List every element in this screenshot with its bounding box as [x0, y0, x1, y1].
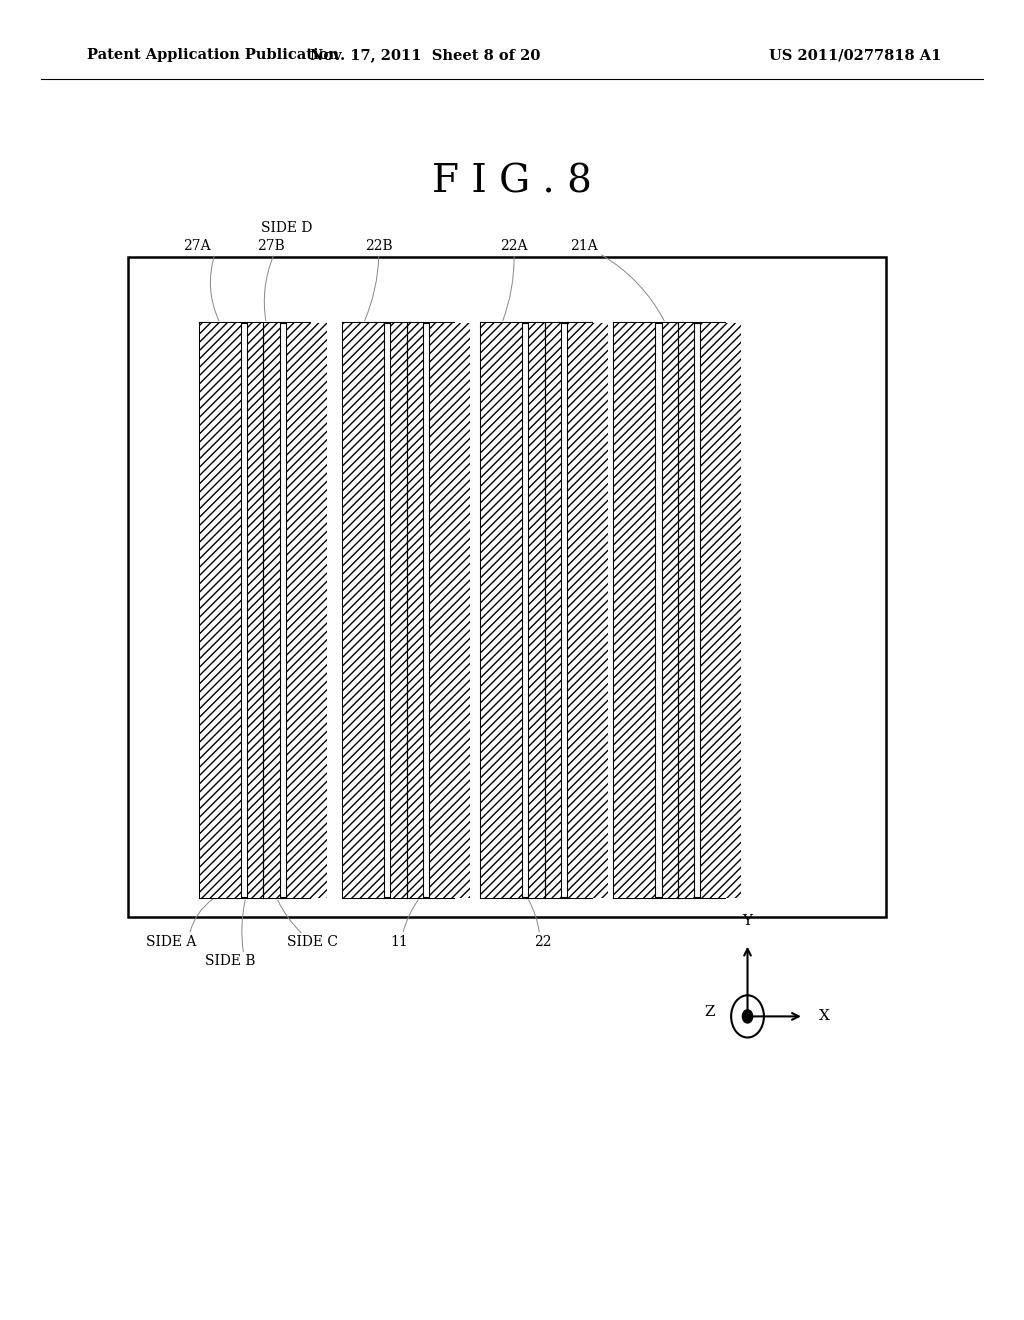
- Text: 11: 11: [390, 935, 409, 949]
- Bar: [263, 323, 280, 898]
- Circle shape: [742, 1010, 753, 1023]
- Text: 22: 22: [534, 935, 552, 949]
- Bar: [407, 323, 423, 898]
- Bar: [614, 323, 655, 898]
- Text: US 2011/0277818 A1: US 2011/0277818 A1: [769, 49, 941, 62]
- Bar: [200, 323, 310, 898]
- Bar: [128, 257, 886, 917]
- Text: Y: Y: [742, 913, 753, 928]
- Text: Patent Application Publication: Patent Application Publication: [87, 49, 339, 62]
- Bar: [614, 323, 725, 898]
- Bar: [286, 323, 327, 898]
- Bar: [200, 323, 241, 898]
- Bar: [481, 323, 522, 898]
- Bar: [343, 323, 454, 898]
- Text: 22A: 22A: [501, 239, 527, 253]
- Bar: [429, 323, 470, 898]
- Bar: [678, 323, 694, 898]
- Text: SIDE B: SIDE B: [205, 954, 256, 969]
- Text: 27B: 27B: [257, 239, 286, 253]
- Bar: [567, 323, 608, 898]
- Text: Nov. 17, 2011  Sheet 8 of 20: Nov. 17, 2011 Sheet 8 of 20: [310, 49, 540, 62]
- Bar: [481, 323, 592, 898]
- Bar: [247, 323, 263, 898]
- Text: 22B: 22B: [366, 239, 392, 253]
- Text: X: X: [819, 1010, 830, 1023]
- Text: 27A: 27A: [183, 239, 210, 253]
- Bar: [662, 323, 678, 898]
- Bar: [390, 323, 407, 898]
- Text: SIDE A: SIDE A: [145, 935, 197, 949]
- Bar: [343, 323, 384, 898]
- Bar: [528, 323, 545, 898]
- Text: SIDE D: SIDE D: [261, 220, 312, 235]
- Text: 21A: 21A: [570, 239, 597, 253]
- Text: F I G . 8: F I G . 8: [432, 164, 592, 201]
- Text: SIDE C: SIDE C: [287, 935, 338, 949]
- Bar: [700, 323, 741, 898]
- Bar: [545, 323, 561, 898]
- Text: Z: Z: [705, 1006, 715, 1019]
